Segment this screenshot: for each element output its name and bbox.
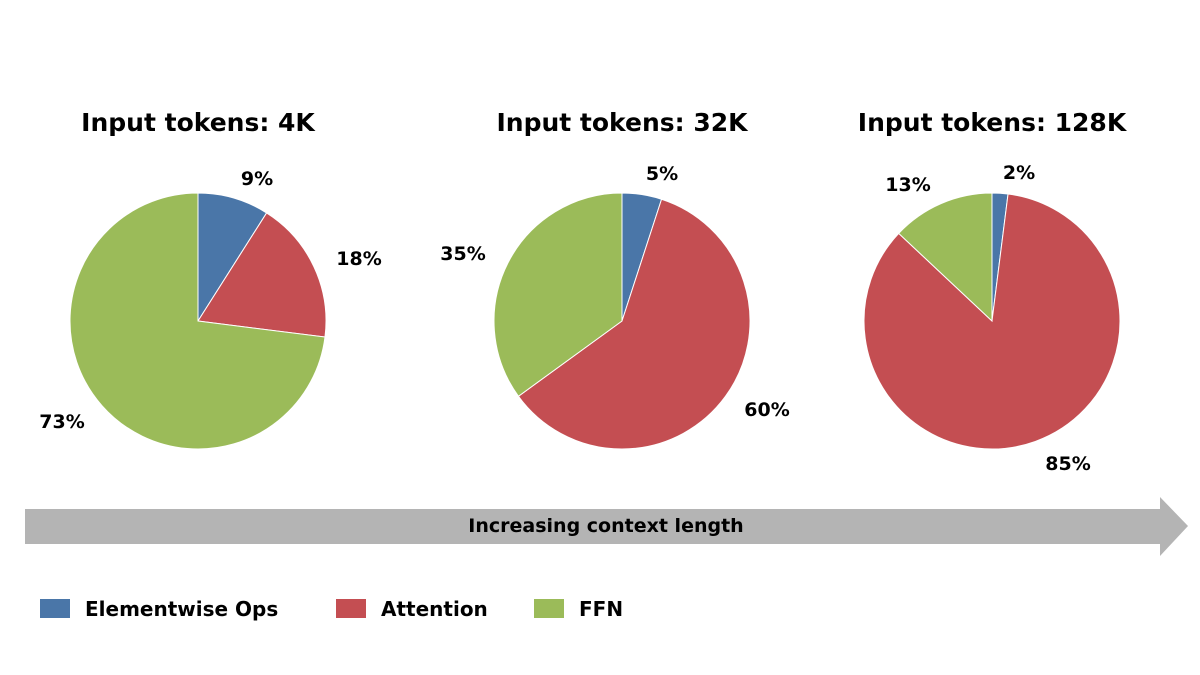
arrow-label: Increasing context length: [468, 515, 743, 537]
pie-chart-4k: Input tokens: 4K 9% 18% 73%: [39, 108, 382, 450]
slice-percent-label: 2%: [1003, 162, 1035, 184]
slice-percent-label: 5%: [646, 163, 678, 185]
pie-chart-128k: Input tokens: 128K 2% 85% 13%: [858, 108, 1128, 475]
legend: Elementwise Ops Attention FFN: [40, 597, 623, 621]
legend-swatch: [336, 599, 366, 618]
slice-percent-label: 73%: [39, 411, 84, 433]
legend-item-elementwise-ops: Elementwise Ops: [40, 597, 278, 621]
chart-title: Input tokens: 4K: [81, 108, 316, 137]
pie-slice-ffn: [69, 192, 326, 450]
legend-label: Elementwise Ops: [85, 597, 278, 621]
pie-slice-attention: [197, 212, 327, 338]
legend-item-ffn: FFN: [534, 597, 623, 621]
chart-title: Input tokens: 128K: [858, 108, 1128, 137]
context-length-arrow: Increasing context length: [25, 497, 1188, 556]
slice-percent-label: 13%: [885, 174, 930, 196]
pie-slice-ffn: [493, 192, 623, 397]
slice-percent-label: 35%: [440, 243, 485, 265]
slice-percent-label: 60%: [744, 399, 789, 421]
slice-percent-label: 9%: [241, 168, 273, 190]
pie-chart-32k: Input tokens: 32K 5% 60% 35%: [440, 108, 790, 450]
legend-label: FFN: [579, 597, 623, 621]
slice-percent-label: 18%: [336, 248, 381, 270]
legend-label: Attention: [381, 597, 488, 621]
pie-slice-ffn: [897, 192, 993, 323]
legend-item-attention: Attention: [336, 597, 488, 621]
legend-swatch: [40, 599, 70, 618]
pie-slice-attention: [517, 198, 751, 450]
slice-percent-label: 85%: [1045, 453, 1090, 475]
chart-title: Input tokens: 32K: [496, 108, 749, 137]
arrow-shape: [25, 497, 1188, 556]
legend-swatch: [534, 599, 564, 618]
